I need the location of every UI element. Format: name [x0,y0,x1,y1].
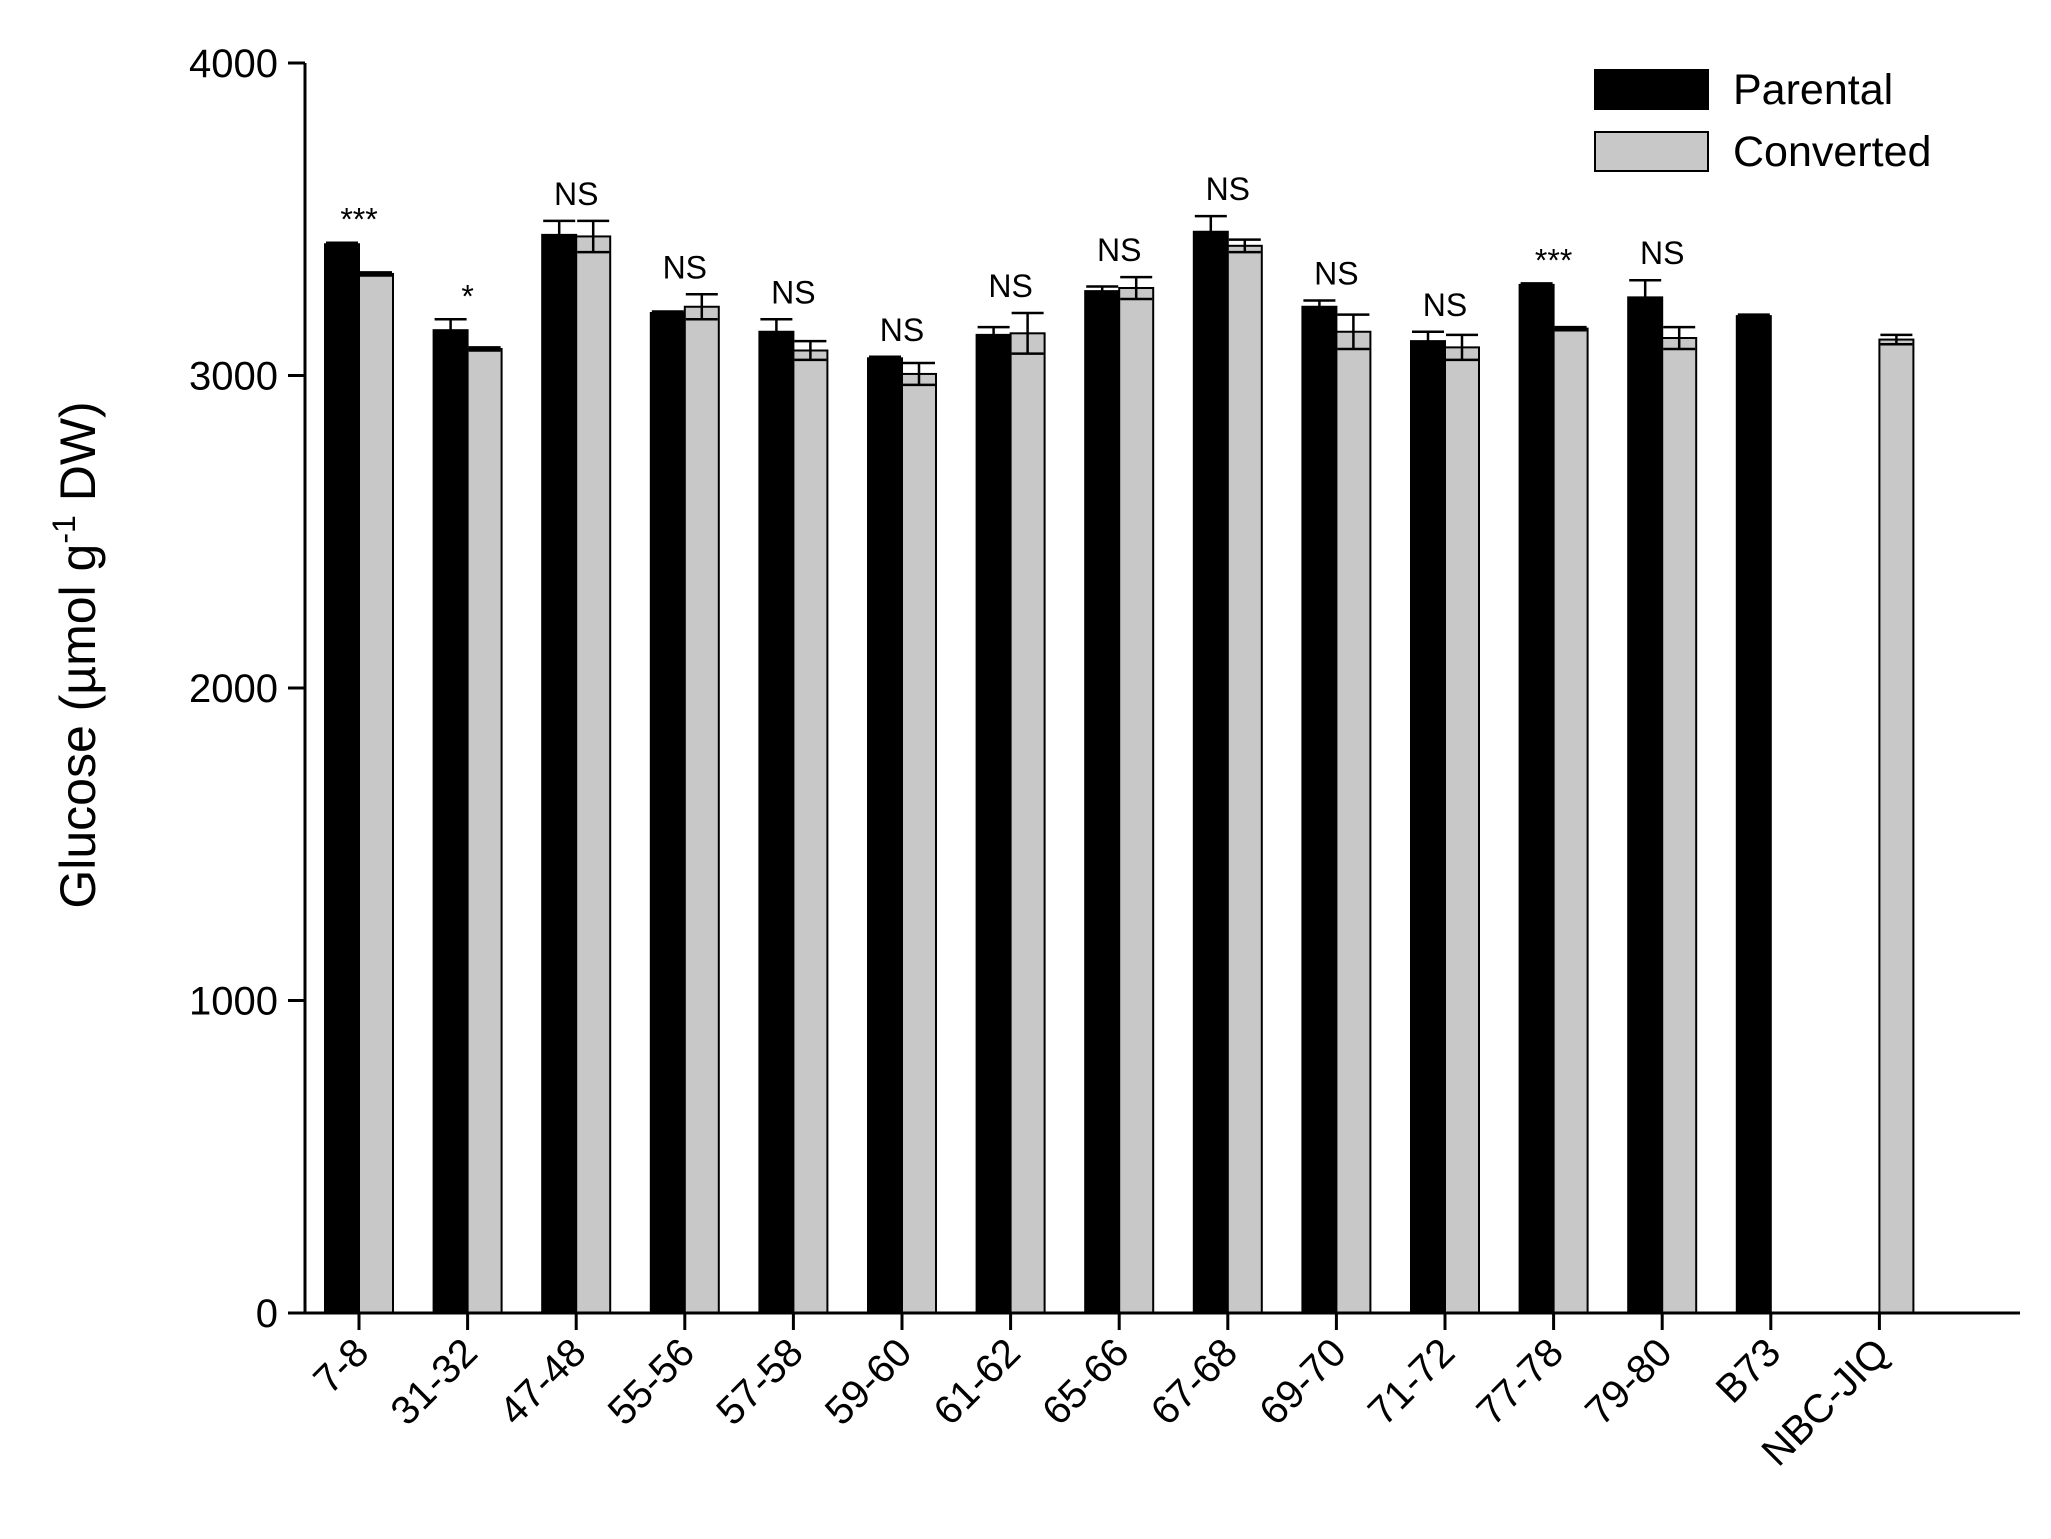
bar-converted [1444,346,1480,1314]
bar-parental [758,330,795,1314]
bar-parental [1410,340,1446,1314]
legend: Parental Converted [1594,66,1931,176]
y-tick-label: 0 [256,1292,278,1336]
y-axis-label: Glucose (µmol g-1 DW) [46,401,106,908]
bar-parental [1084,290,1121,1314]
x-tick-label: 59-60 [817,1330,920,1433]
bar-parental [649,312,686,1314]
x-tick-label: 31-32 [383,1330,486,1433]
significance-label: NS [880,312,924,348]
legend-swatch-parental [1594,69,1709,110]
plot-area [324,214,1915,1314]
significance-label: NS [1314,256,1358,292]
significance-label: NS [663,249,707,285]
x-tick-label: 71-72 [1360,1330,1463,1433]
bar-parental [1301,305,1338,1314]
significance-label: *** [1535,242,1572,278]
y-axis-ticks: 0 1000 2000 3000 4000 [189,42,305,1336]
x-tick-label: 55-56 [600,1330,703,1433]
x-tick-label: 61-62 [926,1330,1029,1433]
bar-converted [792,349,829,1314]
x-axis-ticks: 7-8 31-32 47-48 55-56 57-58 59-60 61-62 65-66 67… [305,1313,1898,1475]
bar-parental [1518,283,1555,1314]
significance-label: NS [554,176,598,212]
x-tick-label: 47-48 [491,1330,594,1433]
significance-label: NS [1097,232,1141,268]
significance-label: NS [988,268,1032,304]
x-tick-label: B73 [1708,1330,1789,1411]
bar-converted [1552,327,1589,1314]
bar-parental [1192,230,1229,1314]
bar-parental [432,329,469,1314]
y-tick-label: 1000 [189,980,278,1024]
legend-label-converted: Converted [1733,128,1931,176]
x-tick-label: 69-70 [1251,1330,1354,1433]
x-tick-label: 77-78 [1469,1330,1572,1433]
bar-converted [1009,332,1046,1314]
significance-label: * [461,278,473,314]
y-tick-label: 4000 [189,42,278,86]
x-tick-label: 57-58 [708,1330,811,1433]
bar-parental [541,233,578,1314]
x-tick-label: 65-66 [1034,1330,1137,1433]
bar-parental [1735,315,1772,1314]
y-tick-label: 3000 [189,355,278,399]
legend-label-parental: Parental [1733,66,1893,114]
bar-converted [901,372,937,1314]
bar-parental [975,333,1012,1314]
legend-swatch-converted [1594,131,1709,172]
bar-parental [1627,296,1664,1314]
bar-converted [575,235,612,1314]
bar-converted [358,272,394,1314]
bar-converted [683,305,720,1314]
bar-parental [867,357,903,1314]
bar-converted [1661,337,1698,1314]
significance-label: NS [771,274,815,310]
bar-converted [466,347,503,1314]
x-tick-label: 7-8 [305,1330,377,1402]
bar-converted [1226,244,1263,1314]
bar-parental [324,243,360,1314]
significance-label: *** [340,202,377,238]
significance-label: NS [1640,235,1684,271]
x-tick-label: 79-80 [1577,1330,1680,1433]
y-tick-label: 2000 [189,667,278,711]
bar-converted [1118,287,1155,1314]
bar-converted [1335,330,1372,1314]
significance-label: NS [1206,171,1250,207]
x-tick-label: 67-68 [1143,1330,1246,1433]
bar-converted [1878,338,1915,1314]
significance-label: NS [1423,287,1467,323]
